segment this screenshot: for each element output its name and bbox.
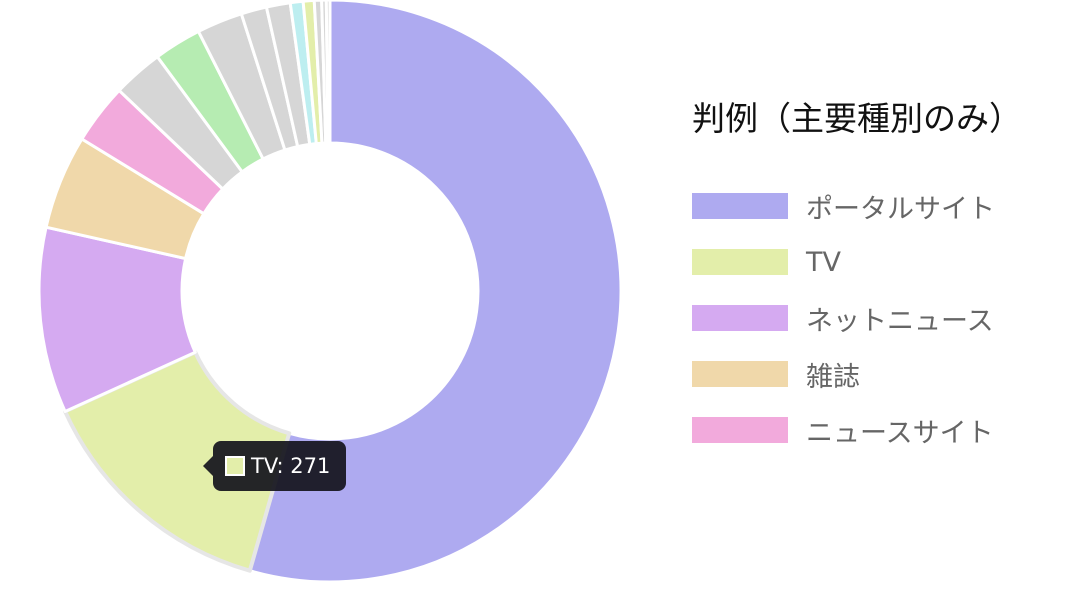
legend-label: ニュースサイト: [806, 417, 994, 449]
legend-title: 判例（主要種別のみ）: [692, 99, 1022, 138]
donut-slice-2[interactable]: [63, 350, 292, 573]
legend-item-net-news[interactable]: ネットニュース: [692, 290, 1072, 346]
legend-item-magazine[interactable]: 雑誌: [692, 346, 1072, 402]
legend-swatch: [692, 361, 788, 387]
legend: 判例（主要種別のみ） ポータルサイト TV ネットニュース 雑誌 ニュースサイト: [692, 92, 1072, 458]
legend-swatch: [692, 249, 788, 275]
legend-swatch: [692, 193, 788, 219]
chart-tooltip: TV: 271: [202, 441, 347, 491]
legend-label: TV: [806, 246, 841, 278]
legend-label: 雑誌: [806, 361, 860, 393]
donut-slice-1[interactable]: [248, 0, 623, 584]
tooltip-swatch: [225, 456, 245, 476]
legend-item-news-site[interactable]: ニュースサイト: [692, 402, 1072, 458]
donut-slice-15[interactable]: [324, 0, 332, 145]
legend-list: ポータルサイト TV ネットニュース 雑誌 ニュースサイト: [692, 178, 1072, 458]
legend-item-portal[interactable]: ポータルサイト: [692, 178, 1072, 234]
tooltip-text: TV: 271: [251, 454, 331, 478]
legend-item-tv[interactable]: TV: [692, 234, 1072, 290]
legend-label: ポータルサイト: [806, 193, 995, 225]
legend-swatch: [692, 417, 788, 443]
donut-chart-svg: [37, 0, 623, 584]
legend-swatch: [692, 305, 788, 331]
legend-label: ネットニュース: [806, 305, 994, 337]
donut-chart[interactable]: TV: 271: [0, 0, 660, 591]
